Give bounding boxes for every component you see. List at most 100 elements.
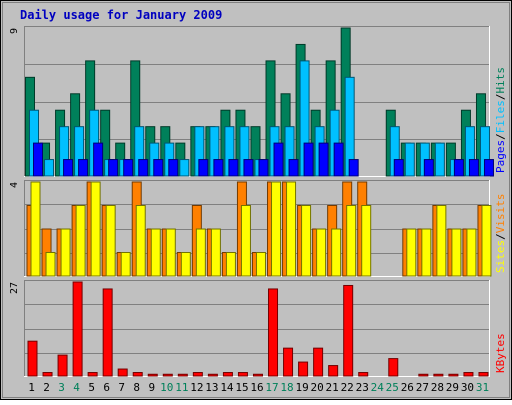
x-tick-label-day-14: 14 bbox=[220, 381, 234, 394]
bar-kbytes-day-7 bbox=[117, 368, 128, 377]
panel-visits-legend: Sites/Visits bbox=[494, 194, 507, 274]
bar-kbytes-day-5 bbox=[87, 372, 98, 377]
bar-files-day-26 bbox=[404, 142, 415, 177]
x-tick-label-day-20: 20 bbox=[311, 381, 324, 394]
x-tick-label-day-10: 10 bbox=[160, 381, 173, 394]
legend-part-pages: Pages bbox=[494, 140, 507, 173]
x-tick-label-day-22: 22 bbox=[341, 381, 354, 394]
bar-kbytes-day-25 bbox=[388, 358, 399, 377]
x-tick-label-day-24: 24 bbox=[371, 381, 385, 394]
x-tick-label-day-30: 30 bbox=[461, 381, 474, 394]
bar-sites-day-15 bbox=[240, 205, 251, 277]
x-tick-label-day-19: 19 bbox=[295, 381, 308, 394]
bar-sites-day-11 bbox=[180, 252, 191, 277]
bar-sites-day-12 bbox=[195, 228, 206, 277]
bar-kbytes-day-3 bbox=[57, 354, 68, 377]
series-pages bbox=[33, 142, 494, 177]
panel-visits-ymax-label: 4 bbox=[9, 182, 20, 188]
x-tick-label-day-25: 25 bbox=[386, 381, 399, 394]
bar-sites-day-13 bbox=[210, 228, 221, 277]
bar-kbytes-day-31 bbox=[478, 372, 489, 377]
panel-kbytes-ymax-label: 27 bbox=[9, 282, 20, 294]
bar-pages-day-15 bbox=[243, 159, 254, 177]
bar-pages-day-22 bbox=[348, 159, 359, 177]
bar-kbytes-day-29 bbox=[448, 373, 459, 377]
bar-sites-day-6 bbox=[105, 205, 116, 277]
bar-pages-day-12 bbox=[198, 159, 209, 177]
legend-part-visits: Visits bbox=[494, 194, 507, 234]
panel-kbytes-legend: KBytes bbox=[494, 333, 507, 373]
bar-pages-day-30 bbox=[468, 159, 479, 177]
legend-part-separator: / bbox=[494, 94, 507, 101]
bar-sites-day-19 bbox=[301, 205, 312, 277]
bar-kbytes-day-16 bbox=[252, 373, 263, 377]
x-tick-label-day-5: 5 bbox=[88, 381, 95, 394]
x-tick-label-day-27: 27 bbox=[416, 381, 429, 394]
bar-pages-day-5 bbox=[93, 142, 104, 177]
bar-pages-day-7 bbox=[123, 159, 134, 177]
bar-sites-day-9 bbox=[150, 228, 161, 277]
bar-sites-day-28 bbox=[436, 205, 447, 277]
bar-sites-day-29 bbox=[451, 228, 462, 277]
bar-kbytes-day-30 bbox=[463, 372, 474, 377]
bar-pages-day-20 bbox=[318, 142, 329, 177]
x-tick-label-day-2: 2 bbox=[43, 381, 50, 394]
bar-pages-day-4 bbox=[78, 159, 89, 177]
bar-sites-day-3 bbox=[60, 228, 71, 277]
bar-pages-day-19 bbox=[303, 142, 314, 177]
bar-files-day-11 bbox=[179, 159, 190, 177]
bar-kbytes-day-22 bbox=[343, 284, 354, 377]
bar-kbytes-day-18 bbox=[283, 347, 294, 377]
x-tick-label-day-21: 21 bbox=[326, 381, 339, 394]
chart-border-inner bbox=[2, 2, 510, 398]
bar-sites-day-31 bbox=[481, 205, 492, 277]
bar-kbytes-day-19 bbox=[298, 361, 309, 377]
x-tick-label-day-11: 11 bbox=[175, 381, 188, 394]
bar-pages-day-18 bbox=[288, 159, 299, 177]
legend-part-separator: / bbox=[494, 233, 507, 240]
x-tick-label-day-12: 12 bbox=[190, 381, 203, 394]
bar-sites-day-18 bbox=[286, 181, 297, 277]
bar-kbytes-day-27 bbox=[418, 373, 429, 377]
bar-pages-day-3 bbox=[63, 159, 74, 177]
x-tick-label-day-16: 16 bbox=[250, 381, 263, 394]
bar-kbytes-day-28 bbox=[433, 373, 444, 377]
legend-part-kbytes: KBytes bbox=[494, 333, 507, 373]
bar-pages-day-6 bbox=[108, 159, 119, 177]
x-tick-label-day-18: 18 bbox=[280, 381, 293, 394]
x-tick-label-day-26: 26 bbox=[401, 381, 414, 394]
bar-kbytes-day-1 bbox=[27, 340, 38, 377]
x-tick-label-day-6: 6 bbox=[103, 381, 110, 394]
bar-pages-day-14 bbox=[228, 159, 239, 177]
legend-part-hits: Hits bbox=[494, 67, 507, 94]
bar-pages-day-29 bbox=[453, 159, 464, 177]
x-tick-label-day-17: 17 bbox=[265, 381, 278, 394]
bar-sites-day-27 bbox=[421, 228, 432, 277]
x-tick-label-day-9: 9 bbox=[148, 381, 155, 394]
bar-sites-day-30 bbox=[466, 228, 477, 277]
series-sites bbox=[30, 181, 492, 277]
x-tick-label-day-8: 8 bbox=[133, 381, 140, 394]
bar-kbytes-day-21 bbox=[328, 365, 339, 377]
x-tick-label-day-7: 7 bbox=[118, 381, 125, 394]
bar-pages-day-10 bbox=[168, 159, 179, 177]
bar-kbytes-day-10 bbox=[162, 373, 173, 377]
bar-sites-day-21 bbox=[331, 228, 342, 277]
bar-sites-day-5 bbox=[90, 181, 101, 277]
bar-kbytes-day-20 bbox=[313, 347, 324, 377]
bar-sites-day-2 bbox=[45, 252, 56, 277]
x-tick-label-day-15: 15 bbox=[235, 381, 248, 394]
panel-hits-ymax-label: 9 bbox=[9, 28, 20, 34]
x-tick-label-day-1: 1 bbox=[28, 381, 35, 394]
bar-kbytes-day-12 bbox=[192, 372, 203, 377]
bar-files-day-28 bbox=[434, 142, 445, 177]
x-tick-label-day-31: 31 bbox=[476, 381, 489, 394]
bar-pages-day-8 bbox=[138, 159, 149, 177]
panel-hits-legend: Pages/Files/Hits bbox=[494, 67, 507, 173]
chart-title: Daily usage for January 2009 bbox=[20, 8, 222, 22]
bar-kbytes-day-11 bbox=[177, 373, 188, 377]
bar-sites-day-10 bbox=[165, 228, 176, 277]
bar-kbytes-day-15 bbox=[237, 372, 248, 377]
